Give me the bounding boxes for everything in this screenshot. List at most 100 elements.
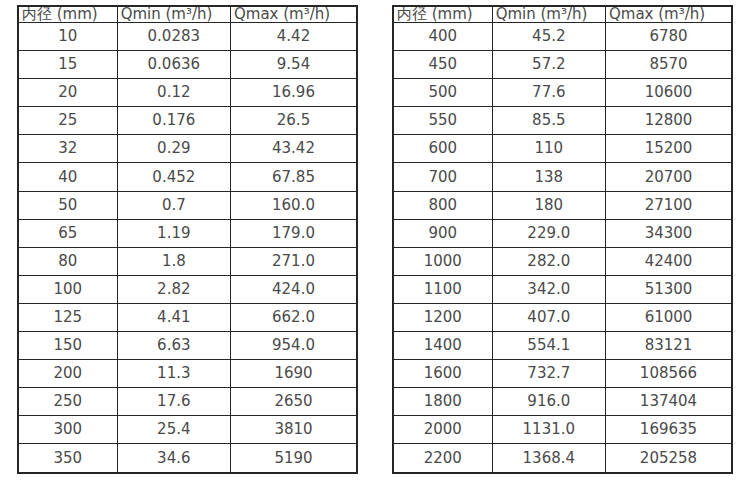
- table-row: 1600732.7108566: [393, 360, 732, 388]
- column-header: Qmax (m³/h): [230, 6, 357, 23]
- table-cell: 450: [393, 51, 492, 79]
- table-row: 200.1216.96: [18, 79, 357, 107]
- table-row: 900229.034300: [393, 219, 732, 247]
- table-row: 20001131.0169635: [393, 416, 732, 444]
- table-cell: 2000: [393, 416, 492, 444]
- table-cell: 40: [18, 163, 117, 191]
- table-cell: 0.0636: [117, 51, 230, 79]
- table-cell: 1400: [393, 332, 492, 360]
- table-cell: 169635: [605, 416, 732, 444]
- table-header: 内径 (mm)Qmin (m³/h)Qmax (m³/h): [18, 6, 357, 23]
- table-row: 1254.41662.0: [18, 303, 357, 331]
- table-cell: 1100: [393, 275, 492, 303]
- table-cell: 110: [492, 135, 605, 163]
- table-cell: 700: [393, 163, 492, 191]
- table-cell: 407.0: [492, 303, 605, 331]
- table-cell: 57.2: [492, 51, 605, 79]
- table-cell: 1368.4: [492, 444, 605, 473]
- table-cell: 205258: [605, 444, 732, 473]
- table-cell: 179.0: [230, 219, 357, 247]
- table-row: 801.8271.0: [18, 247, 357, 275]
- table-cell: 732.7: [492, 360, 605, 388]
- table-cell: 350: [18, 444, 117, 473]
- table-cell: 342.0: [492, 275, 605, 303]
- table-cell: 916.0: [492, 388, 605, 416]
- table-cell: 954.0: [230, 332, 357, 360]
- table-cell: 61000: [605, 303, 732, 331]
- table-cell: 900: [393, 219, 492, 247]
- table-row: 20011.31690: [18, 360, 357, 388]
- table-row: 70013820700: [393, 163, 732, 191]
- table-row: 1000282.042400: [393, 247, 732, 275]
- table-cell: 67.85: [230, 163, 357, 191]
- table-cell: 20700: [605, 163, 732, 191]
- table-cell: 500: [393, 79, 492, 107]
- table-cell: 10600: [605, 79, 732, 107]
- table-row: 1100342.051300: [393, 275, 732, 303]
- table-cell: 9.54: [230, 51, 357, 79]
- table-cell: 50: [18, 191, 117, 219]
- table-body: 100.02834.42150.06369.54200.1216.96250.1…: [18, 23, 357, 474]
- table-cell: 80: [18, 247, 117, 275]
- table-cell: 5190: [230, 444, 357, 473]
- column-header: Qmin (m³/h): [492, 6, 605, 23]
- table-row: 1506.63954.0: [18, 332, 357, 360]
- table-cell: 15200: [605, 135, 732, 163]
- table-row: 1800916.0137404: [393, 388, 732, 416]
- table-cell: 11.3: [117, 360, 230, 388]
- table-cell: 0.12: [117, 79, 230, 107]
- table-cell: 0.176: [117, 107, 230, 135]
- table-cell: 424.0: [230, 275, 357, 303]
- table-cell: 2.82: [117, 275, 230, 303]
- table-cell: 77.6: [492, 79, 605, 107]
- table-cell: 250: [18, 388, 117, 416]
- table-cell: 271.0: [230, 247, 357, 275]
- table-cell: 2200: [393, 444, 492, 473]
- table-cell: 1200: [393, 303, 492, 331]
- table-row: 50077.610600: [393, 79, 732, 107]
- table-cell: 300: [18, 416, 117, 444]
- table-cell: 200: [18, 360, 117, 388]
- table-row: 40045.26780: [393, 23, 732, 51]
- table-cell: 1690: [230, 360, 357, 388]
- table-cell: 160.0: [230, 191, 357, 219]
- table-row: 1400554.183121: [393, 332, 732, 360]
- table-cell: 15: [18, 51, 117, 79]
- table-cell: 10: [18, 23, 117, 51]
- table-cell: 0.29: [117, 135, 230, 163]
- table-cell: 1600: [393, 360, 492, 388]
- table-cell: 6.63: [117, 332, 230, 360]
- table-row: 150.06369.54: [18, 51, 357, 79]
- table-cell: 27100: [605, 191, 732, 219]
- table-row: 100.02834.42: [18, 23, 357, 51]
- table-cell: 600: [393, 135, 492, 163]
- table-cell: 16.96: [230, 79, 357, 107]
- table-cell: 1.8: [117, 247, 230, 275]
- table-cell: 229.0: [492, 219, 605, 247]
- table-row: 22001368.4205258: [393, 444, 732, 473]
- table-row: 250.17626.5: [18, 107, 357, 135]
- table-cell: 2650: [230, 388, 357, 416]
- table-row: 320.2943.42: [18, 135, 357, 163]
- table-cell: 550: [393, 107, 492, 135]
- table-row: 1002.82424.0: [18, 275, 357, 303]
- column-header: 内径 (mm): [393, 6, 492, 23]
- table-row: 1200407.061000: [393, 303, 732, 331]
- table-cell: 662.0: [230, 303, 357, 331]
- table-cell: 100: [18, 275, 117, 303]
- table-row: 60011015200: [393, 135, 732, 163]
- table-cell: 4.41: [117, 303, 230, 331]
- table-cell: 12800: [605, 107, 732, 135]
- table-cell: 0.0283: [117, 23, 230, 51]
- table-row: 500.7160.0: [18, 191, 357, 219]
- flow-spec-table-small-diameters: 内径 (mm)Qmin (m³/h)Qmax (m³/h) 100.02834.…: [17, 5, 358, 474]
- column-header: Qmax (m³/h): [605, 6, 732, 23]
- table-cell: 3810: [230, 416, 357, 444]
- page-canvas: 内径 (mm)Qmin (m³/h)Qmax (m³/h) 100.02834.…: [0, 0, 750, 483]
- table-cell: 125: [18, 303, 117, 331]
- table-body: 40045.2678045057.2857050077.61060055085.…: [393, 23, 732, 474]
- table-cell: 26.5: [230, 107, 357, 135]
- table-cell: 1000: [393, 247, 492, 275]
- table-cell: 0.7: [117, 191, 230, 219]
- table-row: 45057.28570: [393, 51, 732, 79]
